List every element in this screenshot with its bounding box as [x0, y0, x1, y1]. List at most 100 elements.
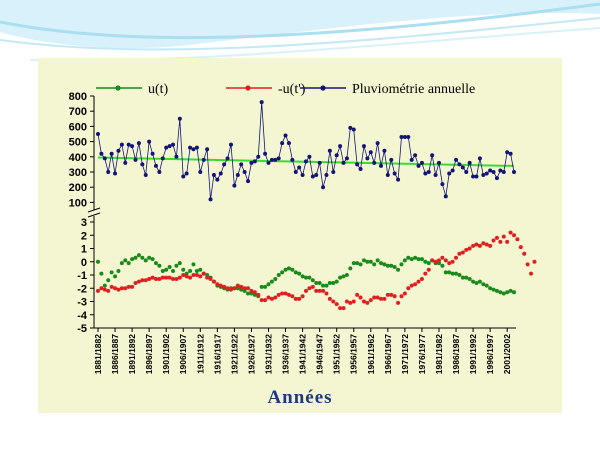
- u-point: [474, 280, 479, 285]
- minus-u-point: [355, 292, 360, 297]
- u-point: [157, 263, 162, 268]
- minus-u-point: [235, 283, 240, 288]
- rain-point: [263, 151, 268, 156]
- minus-u-point: [474, 242, 479, 247]
- u-point: [153, 261, 158, 266]
- chart: u(t) -u(t') Pluviométrie annuelle 100 200…: [38, 58, 562, 413]
- minus-u-point: [515, 237, 520, 242]
- u-point: [341, 274, 346, 279]
- u-point: [286, 266, 291, 271]
- u-point: [498, 290, 503, 295]
- u-point: [443, 270, 448, 275]
- u-point: [457, 273, 462, 277]
- u-point: [416, 257, 421, 262]
- minus-u-point: [522, 251, 527, 256]
- u-point: [259, 284, 264, 289]
- x-tick-label: 1996/1997: [485, 334, 495, 374]
- minus-u-point: [181, 273, 186, 277]
- rain-point: [136, 141, 141, 146]
- x-tick-label: 1991/1992: [468, 334, 478, 374]
- rain-point: [276, 156, 281, 161]
- minus-u-point: [321, 288, 326, 293]
- minus-u-point: [167, 275, 172, 280]
- minus-u-point: [392, 294, 397, 299]
- minus-u-point: [331, 299, 336, 304]
- u-point: [133, 255, 138, 260]
- rain-point: [484, 171, 489, 176]
- bottom-y-tick-label: -1: [77, 270, 87, 282]
- rain-point: [300, 173, 305, 178]
- rain-point: [392, 171, 397, 176]
- rain-point: [413, 153, 418, 158]
- u-point: [355, 261, 360, 266]
- minus-u-point: [348, 300, 353, 305]
- u-point: [143, 258, 148, 263]
- rain-point: [423, 171, 428, 176]
- legend-label-u: u(t): [148, 82, 169, 97]
- rain-point: [150, 151, 155, 156]
- rain-point: [249, 160, 254, 165]
- minus-u-point: [508, 230, 513, 235]
- u-point: [389, 263, 394, 268]
- rain-point: [266, 160, 271, 165]
- minus-u-point: [484, 242, 489, 247]
- rain-point: [147, 139, 152, 144]
- u-point: [171, 269, 176, 274]
- u-point: [423, 259, 428, 264]
- rain-point: [498, 168, 503, 173]
- axis-break-mark-2: [87, 212, 101, 218]
- u-point: [321, 283, 326, 288]
- minus-u-point: [379, 296, 384, 301]
- rain-point: [232, 183, 237, 188]
- x-tick-label: 2001/2002: [502, 334, 512, 374]
- x-axis-label: Années: [267, 387, 332, 408]
- minus-u-point: [358, 295, 363, 300]
- minus-u-point: [505, 239, 510, 244]
- minus-u-point: [423, 271, 428, 276]
- u-point: [181, 267, 186, 272]
- minus-u-point: [218, 283, 223, 288]
- u-point: [191, 262, 196, 267]
- minus-u-point: [276, 292, 281, 297]
- u-point: [160, 269, 165, 274]
- legend-label-minus-u: -u(t'): [278, 82, 306, 97]
- minus-u-point: [130, 284, 135, 289]
- minus-u-point: [188, 275, 193, 280]
- legend-label-rain: Pluviométrie annuelle: [352, 82, 475, 97]
- u-point: [419, 257, 424, 262]
- rain-point: [290, 157, 295, 162]
- minus-u-point: [447, 261, 452, 266]
- minus-u-point: [310, 284, 315, 289]
- rain-point: [99, 151, 104, 156]
- rain-point: [259, 100, 264, 105]
- rain-point: [235, 173, 240, 178]
- u-point: [297, 271, 302, 276]
- rain-point: [460, 165, 465, 170]
- minus-u-point: [109, 284, 114, 289]
- minus-u-point: [160, 275, 165, 280]
- minus-u-point: [252, 290, 257, 295]
- minus-u-point: [280, 291, 285, 296]
- minus-u-point: [242, 286, 247, 291]
- u-point: [96, 259, 100, 264]
- minus-u-point: [457, 251, 462, 256]
- minus-u-point: [143, 278, 148, 283]
- rain-point: [113, 171, 118, 176]
- rain-point: [454, 157, 459, 162]
- rain-point: [430, 153, 435, 158]
- u-point: [460, 275, 465, 280]
- u-point: [375, 258, 380, 263]
- rain-point: [198, 170, 203, 174]
- rain-point: [365, 156, 370, 161]
- rain-point: [372, 160, 377, 165]
- bottom-y-tick-label: -5: [77, 323, 87, 335]
- u-point: [331, 280, 336, 285]
- minus-u-point: [385, 292, 390, 297]
- rain-point: [368, 150, 373, 155]
- minus-u-point: [198, 274, 203, 279]
- minus-u-point: [171, 276, 176, 281]
- u-point: [113, 274, 118, 279]
- minus-u-point: [440, 255, 445, 260]
- rain-point: [508, 151, 513, 156]
- u-point: [368, 259, 373, 264]
